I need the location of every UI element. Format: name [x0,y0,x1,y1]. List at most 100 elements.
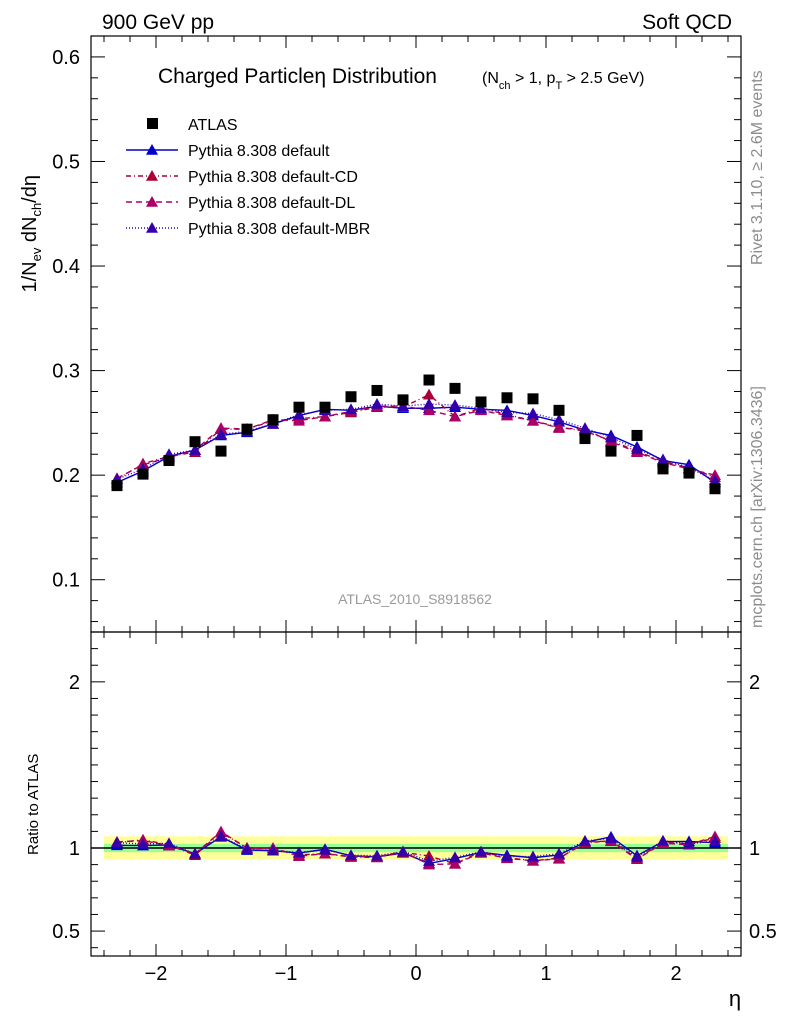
x-tick-label: 2 [670,963,681,985]
y-tick-label-ratio-left: 2 [69,672,80,694]
series-4-point [293,408,305,420]
series-4-point [449,399,461,410]
series-4-ratio-point [605,832,617,844]
series-3-point [527,414,539,426]
series-4-ratio-point [553,847,565,859]
legend-series-marker [146,170,158,181]
legend-series-label: Pythia 8.308 default-CD [188,169,358,186]
series-4-point [631,443,643,454]
legend: ATLAS Pythia 8.308 default Pythia 8.308 de… [126,117,370,238]
atlas-data-point [241,423,253,435]
legend-series-label: Pythia 8.308 default-DL [188,195,355,212]
atlas-data-point [189,436,201,448]
cut-sub-t: T [555,80,562,92]
legend-series-label: Pythia 8.308 default [188,143,330,160]
series-2-point [423,388,435,400]
series-4-ratio-point [683,837,695,849]
y-axis-label-ratio: Ratio to ATLAS [25,754,42,855]
ylabel-sub-ev: ev [29,247,44,261]
chart-title-cut: (Nch > 1, pT > 2.5 GeV) [482,70,644,92]
atlas-data-point [605,445,617,457]
series-4-ratio-point [319,843,331,855]
series-4-ratio-point [111,836,123,848]
series-3-point [319,410,331,422]
atlas-data-point [527,393,539,405]
y-tick-label-ratio-right: 0.5 [749,921,777,943]
atlas-data-point [475,396,487,408]
series-4-point [709,474,721,486]
series-4-ratio-point [449,851,461,863]
ratio-plot-area: 0.5 0.5 1 1 2 2 [52,631,777,957]
series-3-point [449,410,461,422]
legend-atlas-marker [147,118,158,129]
cut-open: (N [482,70,499,87]
legend-series-label: Pythia 8.308 default-MBR [188,221,370,238]
legend-series-marker [146,196,158,207]
cut-mid: > 1, p [511,70,556,87]
y-tick-label-main: 0.6 [52,47,80,69]
ratio-frame [90,631,742,957]
cut-close: > 2.5 GeV) [562,70,644,87]
series-4-ratio-point [501,850,513,862]
x-tick-label: −2 [145,963,168,985]
legend-series-marker [146,144,158,155]
series-4-point [527,407,539,419]
series-3-ratio-point [449,857,461,869]
atlas-data-point [215,445,227,457]
ylabel-sub-ch: ch [29,203,44,217]
legend-atlas-label: ATLAS [188,117,238,134]
header-right-label: Soft QCD [642,11,732,34]
chart-title: Charged Particleη Distribution [158,65,437,88]
atlas-data-point [397,394,409,406]
series-4-ratio-point [137,837,149,849]
legend-series-marker [146,222,158,233]
mcplots-label: mcplots.cern.ch [arXiv:1306.3436] [749,386,766,628]
series-4-point [579,422,591,433]
series-4-point [423,398,435,409]
series-4-point [605,431,617,443]
series-4-point [189,444,201,455]
atlas-data-point [319,401,331,413]
atlas-data-point [423,374,435,386]
atlas-data-point [631,429,643,441]
series-4-ratio-point [371,849,383,861]
series-4-ratio-point [527,850,539,862]
rivet-label: Rivet 3.1.10, ≥ 2.6M events [749,70,766,265]
atlas-data-point [345,391,357,403]
y-tick-label-main: 0.3 [52,361,80,383]
atlas-data-point [267,414,279,426]
series-4-ratio-point [345,849,357,861]
ylabel-part-a: 1/N [19,261,41,292]
series-4-ratio-point [423,855,435,866]
series-3-point [553,422,565,433]
y-tick-label-ratio-right: 1 [749,838,760,860]
y-axis-label-main: 1/Nev dNch/dη [19,175,44,293]
cut-sub-ch: ch [499,80,511,92]
series-2-line [116,393,716,480]
series-4-point [501,406,513,418]
atlas-data-point [683,467,695,479]
series-4-ratio-point [579,834,591,846]
series-4-point [657,453,669,465]
series-4-ratio-point [631,851,643,862]
atlas-data-point [163,455,175,467]
series-4-point [553,413,565,425]
atlas-data-point [657,463,669,475]
series-4-ratio-point [709,834,721,846]
series-4-ratio-point [657,834,669,846]
series-3-point [215,422,227,433]
atlas-data-point [553,404,565,416]
series-4-point [345,403,357,415]
y-tick-label-main: 0.1 [52,570,80,592]
atlas-data-point [293,401,305,413]
analysis-watermark: ATLAS_2010_S8918562 [338,591,492,607]
ylabel-part-c: /dη [19,175,41,203]
series-4-point [397,400,409,411]
y-tick-label-ratio-left: 1 [69,838,80,860]
series-4-ratio-point [475,845,487,857]
x-tick-label: −1 [275,963,298,985]
atlas-data-point [501,392,513,404]
series-4-ratio-point [215,830,227,841]
atlas-data-point [371,384,383,396]
x-axis-label: η [729,986,741,1011]
